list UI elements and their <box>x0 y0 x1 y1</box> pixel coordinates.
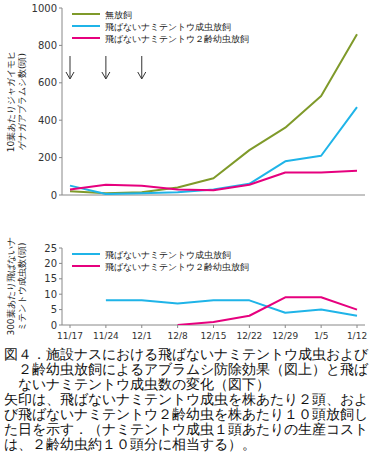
x-tick <box>249 325 250 328</box>
y-tick-label: 600 <box>38 77 57 88</box>
arrow-shaft <box>70 56 71 78</box>
y-tick <box>59 8 62 9</box>
y-tick <box>59 309 62 310</box>
plot-area <box>106 297 357 325</box>
release-arrow <box>66 56 74 79</box>
series-line <box>178 297 357 325</box>
series-line <box>70 34 357 193</box>
legend-label: 飛ばないナミテントウ２齢幼虫放飼 <box>105 34 249 44</box>
release-arrow <box>102 56 110 79</box>
legend-swatch <box>72 25 100 27</box>
legend-swatch <box>72 265 100 267</box>
x-tick-label: 12/22 <box>236 331 262 341</box>
y-tick <box>59 294 62 295</box>
caption: 図４．施設ナスにおける飛ばないナミテントウ成虫および２齢幼虫放飼によるアブラムシ… <box>4 347 370 392</box>
y-axis-label: 10葉あたりジャガイモヒゲナガアブラムシ数(頭) <box>6 51 27 152</box>
legend-swatch <box>72 13 100 15</box>
y-tick-label: 25 <box>44 243 57 254</box>
y-tick-label: 15 <box>44 273 57 284</box>
y-axis <box>62 248 63 325</box>
series-line <box>106 300 357 315</box>
legend-label: 飛ばないナミテントウ２齢幼虫放飼 <box>105 262 249 272</box>
legend-label: 飛ばないナミテントウ成虫放飼 <box>105 22 231 32</box>
x-tick <box>141 325 142 328</box>
y-axis <box>62 8 63 195</box>
y-tick <box>59 82 62 83</box>
y-tick-label: 5 <box>51 304 57 315</box>
y-axis-label-line: ゲナガアブラムシ数(頭) <box>17 53 27 150</box>
arrow-shaft <box>105 56 106 78</box>
x-tick-label: 12/29 <box>272 331 298 341</box>
note: 矢印は、飛ばないナミテントウ成虫を株あたり２頭、および飛ばないナミテントウ２齢幼… <box>4 392 370 452</box>
y-tick <box>59 278 62 279</box>
arrow-shaft <box>141 56 142 78</box>
y-tick-label: 800 <box>38 40 57 51</box>
y-tick <box>59 325 62 326</box>
y-tick <box>59 120 62 121</box>
x-tick-label: 11/17 <box>57 331 83 341</box>
x-tick <box>321 325 322 328</box>
y-tick <box>59 45 62 46</box>
x-tick <box>177 325 178 328</box>
y-tick-label: 0 <box>51 320 57 331</box>
x-tick <box>357 325 358 328</box>
y-axis-label-line: 300葉あたり飛ばないナ <box>6 237 16 335</box>
x-tick-label: 12/15 <box>201 331 227 341</box>
y-axis-label-line: ミテントウ成虫数(頭) <box>17 242 27 330</box>
legend-label: 無放飼 <box>105 10 132 20</box>
arrow-head <box>66 72 74 79</box>
x-tick-label: 12/8 <box>168 331 188 341</box>
x-tick <box>285 325 286 328</box>
y-axis-label: 300葉あたり飛ばないナミテントウ成虫数(頭) <box>6 237 27 335</box>
legend-swatch <box>72 253 100 255</box>
y-tick <box>59 195 62 196</box>
series-line <box>70 107 357 194</box>
y-tick-label: 20 <box>44 258 57 269</box>
arrow-head <box>102 72 110 79</box>
x-tick-label: 11/24 <box>93 331 119 341</box>
y-tick <box>59 248 62 249</box>
plot-area <box>70 34 357 194</box>
legend-label: 飛ばないナミテントウ成虫放飼 <box>105 250 231 260</box>
release-arrow <box>138 56 146 79</box>
y-tick-label: 10 <box>44 289 57 300</box>
y-tick-label: 1000 <box>32 3 57 14</box>
x-tick-label: 1/5 <box>314 331 328 341</box>
x-tick <box>213 325 214 328</box>
series-line <box>70 171 357 191</box>
y-tick-label: 200 <box>38 152 57 163</box>
y-tick-label: 400 <box>38 115 57 126</box>
x-tick <box>70 325 71 328</box>
y-tick-label: 0 <box>51 190 57 201</box>
x-tick-label: 1/12 <box>347 331 367 341</box>
y-axis-label-line: 10葉あたりジャガイモヒ <box>6 51 16 152</box>
x-tick <box>105 325 106 328</box>
arrow-head <box>138 72 146 79</box>
y-tick <box>59 263 62 264</box>
y-tick <box>59 157 62 158</box>
figure: 0200400600800100010葉あたりジャガイモヒゲナガアブラムシ数(頭… <box>0 0 375 345</box>
x-tick-label: 12/1 <box>132 331 152 341</box>
legend-swatch <box>72 37 100 39</box>
